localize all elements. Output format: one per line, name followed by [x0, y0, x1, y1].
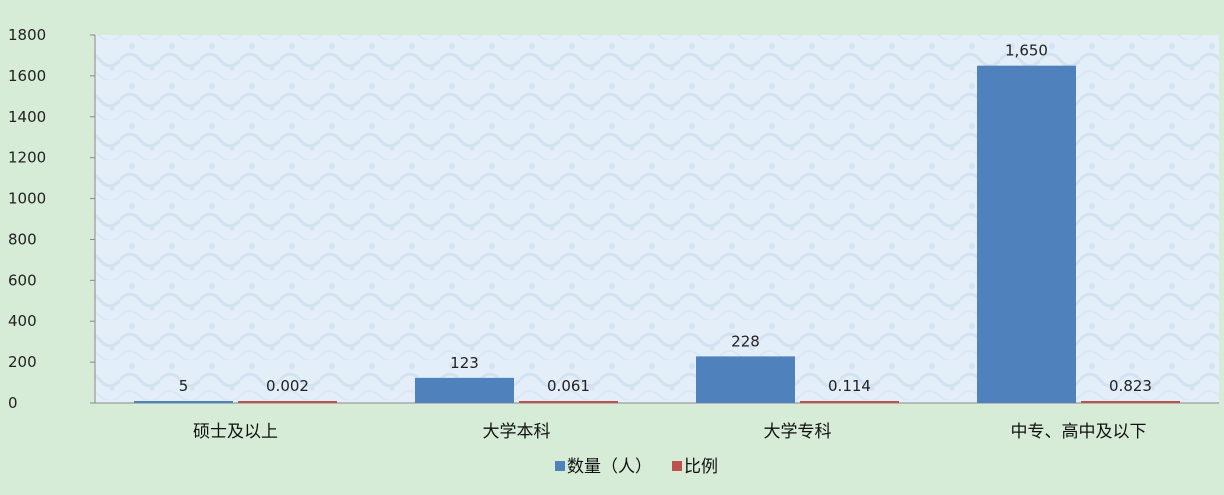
data-label: 228 — [731, 332, 760, 350]
bar-series-0-0 — [134, 401, 233, 403]
bar-series-0-3 — [977, 65, 1076, 404]
legend: 数量（人） 比例 — [555, 457, 718, 477]
bar-series-1-0 — [238, 401, 337, 403]
x-category-label: 大学专科 — [764, 422, 832, 442]
legend-swatch — [555, 461, 565, 471]
y-tick-label: 400 — [8, 312, 37, 330]
y-tick-label: 1400 — [8, 108, 46, 126]
legend-swatch — [672, 461, 682, 471]
data-label: 5 — [179, 377, 189, 395]
x-category-label: 大学本科 — [483, 422, 551, 442]
y-tick-label: 200 — [8, 353, 37, 371]
data-label: 0.823 — [1109, 377, 1152, 395]
bars — [134, 65, 1180, 404]
bar-series-1-3 — [1081, 401, 1180, 403]
x-category-label: 中专、高中及以下 — [1011, 422, 1147, 442]
data-label: 0.114 — [828, 377, 871, 395]
legend-label: 数量（人） — [567, 457, 652, 477]
y-tick-label: 1000 — [8, 190, 46, 208]
data-label: 0.061 — [547, 377, 590, 395]
data-label: 123 — [450, 354, 479, 372]
bar-series-0-2 — [696, 356, 795, 403]
y-tick-label: 1600 — [8, 67, 46, 85]
bar-series-1-2 — [800, 401, 899, 403]
y-tick-label: 800 — [8, 230, 37, 248]
y-tick-label: 600 — [8, 271, 37, 289]
data-labels: 5 0.002 123 0.061 228 0.114 1,650 0.823 — [179, 42, 1152, 395]
x-axis-categories: 硕士及以上 大学本科 大学专科 中专、高中及以下 — [193, 422, 1147, 442]
data-label: 1,650 — [1005, 42, 1048, 60]
x-category-label: 硕士及以上 — [193, 422, 278, 442]
y-tick-label: 0 — [8, 394, 18, 412]
bar-series-0-1 — [415, 377, 514, 403]
bar-series-1-1 — [519, 401, 618, 403]
y-tick-label: 1800 — [8, 26, 46, 44]
y-axis-ticks: 0 200 400 600 800 1000 1200 1400 1600 1800 — [8, 26, 95, 412]
y-tick-label: 1200 — [8, 149, 46, 167]
legend-label: 比例 — [684, 457, 718, 477]
data-label: 0.002 — [266, 377, 309, 395]
